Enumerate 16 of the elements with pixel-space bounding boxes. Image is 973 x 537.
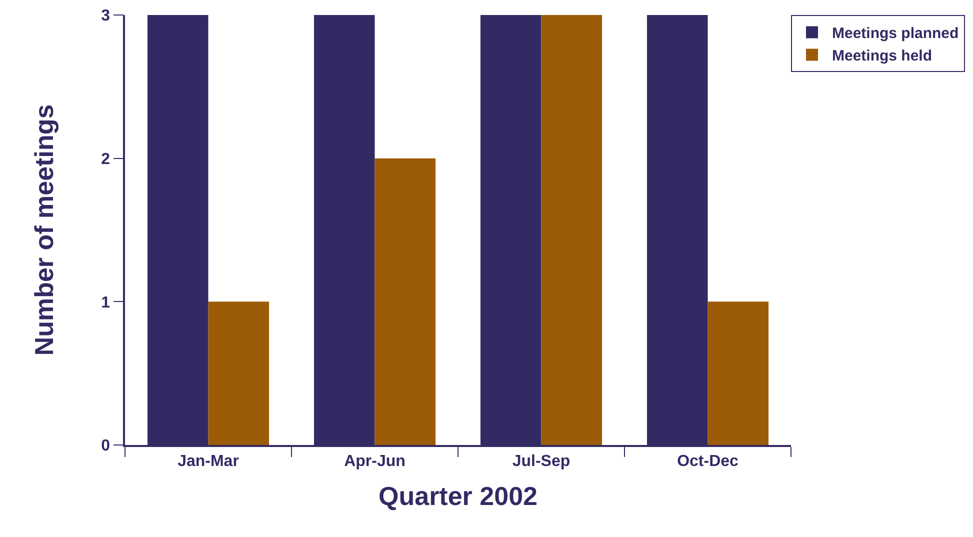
x-tick-label: Oct-Dec	[677, 452, 739, 470]
x-tick-label: Jan-Mar	[178, 452, 239, 470]
y-tick-label: 1	[101, 294, 110, 312]
legend-label: Meetings planned	[832, 25, 959, 42]
y-axis-title: Number of meetings	[29, 104, 60, 356]
y-tick-label: 2	[101, 150, 110, 168]
bar	[541, 15, 602, 445]
bar	[374, 158, 436, 445]
bar	[708, 302, 769, 445]
y-tick-label: 0	[101, 438, 110, 455]
x-axis-title: Quarter 2002	[378, 481, 538, 512]
bar	[208, 302, 270, 445]
legend-label: Meetings held	[832, 48, 932, 65]
y-tick-label: 3	[101, 8, 110, 25]
x-tick-label: Apr-Jun	[344, 452, 406, 470]
x-tick-label: Jul-Sep	[512, 452, 570, 470]
